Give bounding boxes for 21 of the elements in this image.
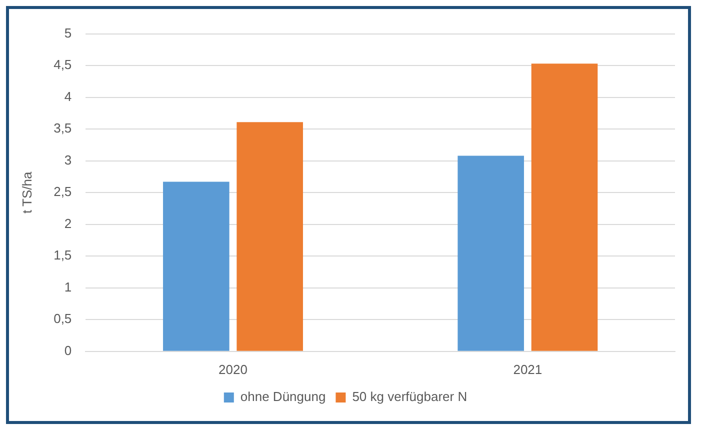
y-tick-label: 0,5	[54, 311, 72, 326]
y-tick-label: 1,5	[54, 248, 72, 263]
legend-label: 50 kg verfügbarer N	[352, 389, 468, 404]
y-tick-label: 3,5	[54, 120, 72, 136]
y-tick-label: 3	[64, 152, 72, 168]
bar	[531, 64, 598, 351]
bar	[458, 156, 524, 351]
x-tick-label: 2020	[218, 362, 248, 377]
frame: t TS/ha ohne Düngung 50 kg verfügbarer N 2020 2021 0 0,5 1 1,5 2 2,5 3 3,5 4 4,5 5	[6, 6, 691, 424]
bar	[163, 182, 230, 351]
y-axis-title: t TS/ha	[19, 171, 34, 214]
y-tick-label: 4	[64, 88, 72, 104]
y-tick-label: 2	[64, 216, 72, 231]
y-tick-label: 4,5	[54, 57, 72, 72]
y-tick-label: 2,5	[54, 184, 72, 200]
x-tick-label: 2021	[513, 362, 542, 377]
bar	[236, 122, 303, 351]
legend-label: ohne Düngung	[240, 389, 326, 404]
y-tick-label: 5	[64, 25, 72, 40]
y-tick-label: 1	[64, 279, 72, 294]
y-tick-label: 0	[64, 342, 72, 358]
